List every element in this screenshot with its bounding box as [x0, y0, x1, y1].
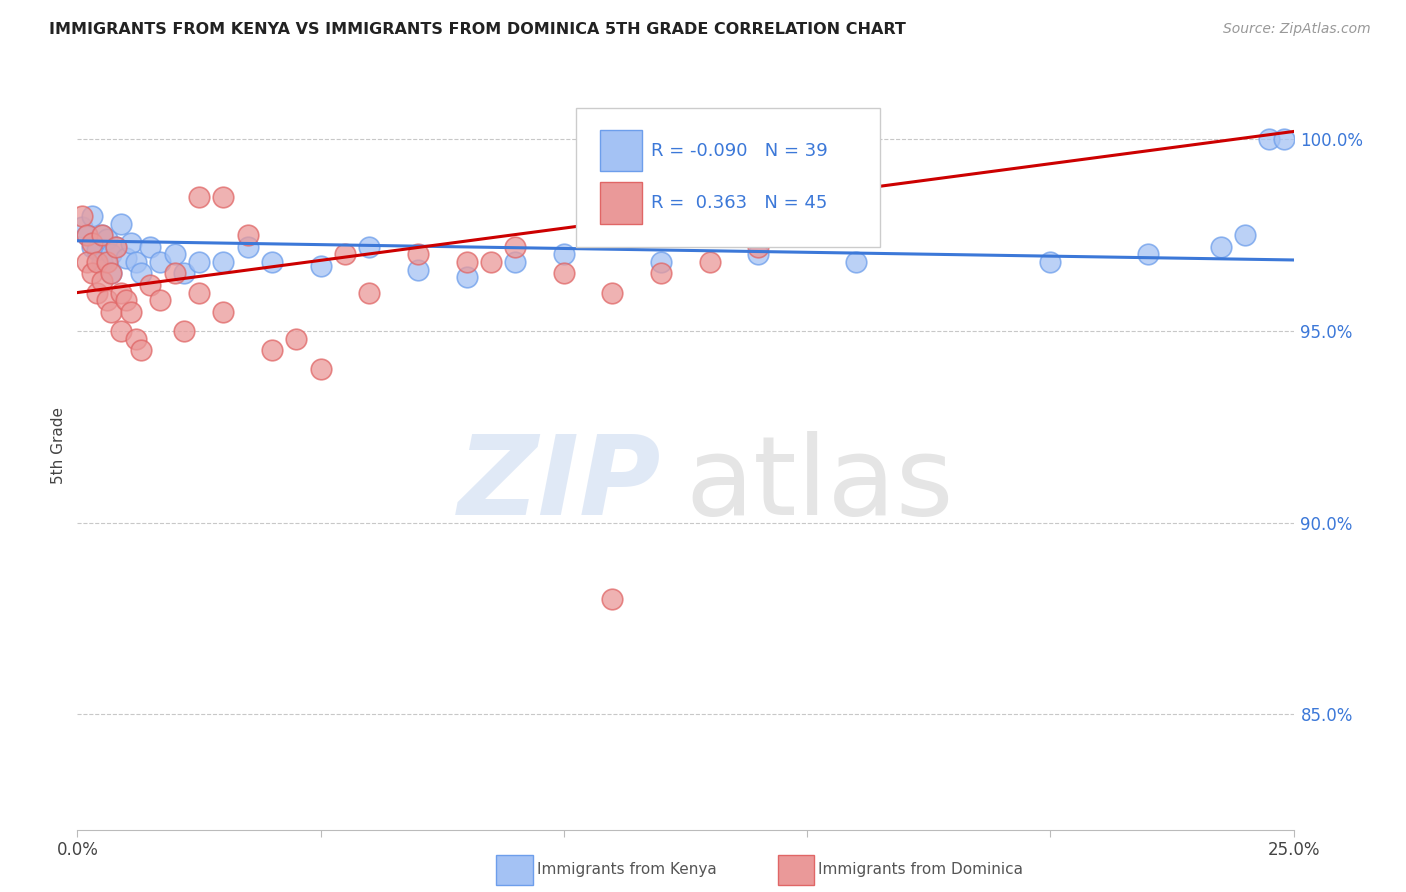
Point: [212, 255, 235, 269]
Point: [747, 247, 769, 261]
FancyBboxPatch shape: [600, 182, 641, 224]
Point: [309, 259, 332, 273]
Point: [70, 209, 93, 223]
Text: Immigrants from Kenya: Immigrants from Kenya: [537, 863, 717, 877]
Point: [236, 239, 259, 253]
Point: [309, 362, 332, 376]
Point: [125, 332, 148, 346]
Point: [76, 227, 98, 242]
Point: [96, 255, 118, 269]
Point: [96, 232, 118, 246]
Point: [747, 239, 769, 253]
Point: [120, 304, 142, 318]
Point: [105, 239, 128, 253]
Point: [90, 227, 112, 242]
Point: [125, 255, 148, 269]
Point: [359, 285, 381, 300]
Point: [553, 247, 575, 261]
Point: [456, 270, 478, 285]
Point: [163, 247, 186, 261]
Text: R =  0.363   N = 45: R = 0.363 N = 45: [651, 194, 828, 211]
Point: [1039, 255, 1062, 269]
Point: [115, 251, 138, 265]
Point: [285, 332, 308, 346]
Point: [105, 239, 128, 253]
Point: [406, 262, 429, 277]
Point: [70, 220, 93, 235]
Point: [602, 592, 624, 607]
Point: [76, 227, 98, 242]
Point: [260, 343, 283, 357]
Point: [212, 189, 235, 203]
Point: [1136, 247, 1159, 261]
Point: [86, 285, 108, 300]
Point: [139, 277, 162, 292]
Point: [86, 244, 108, 258]
Point: [120, 235, 142, 250]
Point: [100, 304, 122, 318]
Point: [188, 189, 211, 203]
Point: [149, 293, 172, 308]
Point: [1233, 227, 1256, 242]
Point: [479, 255, 502, 269]
Text: ZIP: ZIP: [457, 431, 661, 538]
Point: [163, 266, 186, 280]
Point: [236, 227, 259, 242]
Point: [129, 266, 152, 280]
Point: [110, 285, 132, 300]
Point: [212, 304, 235, 318]
Point: [149, 255, 172, 269]
Point: [456, 255, 478, 269]
Point: [406, 247, 429, 261]
Point: [796, 227, 818, 242]
Point: [359, 239, 381, 253]
Point: [845, 255, 868, 269]
Text: IMMIGRANTS FROM KENYA VS IMMIGRANTS FROM DOMINICA 5TH GRADE CORRELATION CHART: IMMIGRANTS FROM KENYA VS IMMIGRANTS FROM…: [49, 22, 905, 37]
Point: [1209, 239, 1232, 253]
Point: [80, 209, 103, 223]
Y-axis label: 5th Grade: 5th Grade: [51, 408, 66, 484]
Point: [503, 239, 526, 253]
Point: [188, 285, 211, 300]
FancyBboxPatch shape: [600, 130, 641, 171]
Point: [333, 247, 356, 261]
Point: [260, 255, 283, 269]
Text: Immigrants from Dominica: Immigrants from Dominica: [818, 863, 1024, 877]
Point: [129, 343, 152, 357]
Point: [650, 266, 672, 280]
Point: [650, 255, 672, 269]
Point: [188, 255, 211, 269]
Point: [76, 255, 98, 269]
Point: [1272, 132, 1295, 146]
Text: R = -0.090   N = 39: R = -0.090 N = 39: [651, 142, 828, 160]
Point: [90, 227, 112, 242]
Point: [553, 266, 575, 280]
Point: [80, 235, 103, 250]
Point: [699, 255, 721, 269]
Point: [90, 255, 112, 269]
Point: [80, 266, 103, 280]
Point: [173, 266, 195, 280]
Point: [110, 324, 132, 338]
Point: [602, 285, 624, 300]
Point: [96, 293, 118, 308]
Text: atlas: atlas: [686, 431, 953, 538]
Point: [100, 266, 122, 280]
Point: [100, 247, 122, 261]
Point: [90, 274, 112, 288]
Point: [115, 293, 138, 308]
Point: [503, 255, 526, 269]
FancyBboxPatch shape: [576, 109, 880, 246]
Point: [80, 239, 103, 253]
Point: [86, 255, 108, 269]
Point: [110, 217, 132, 231]
Point: [1258, 132, 1281, 146]
Point: [100, 266, 122, 280]
Point: [139, 239, 162, 253]
Text: Source: ZipAtlas.com: Source: ZipAtlas.com: [1223, 22, 1371, 37]
Point: [173, 324, 195, 338]
